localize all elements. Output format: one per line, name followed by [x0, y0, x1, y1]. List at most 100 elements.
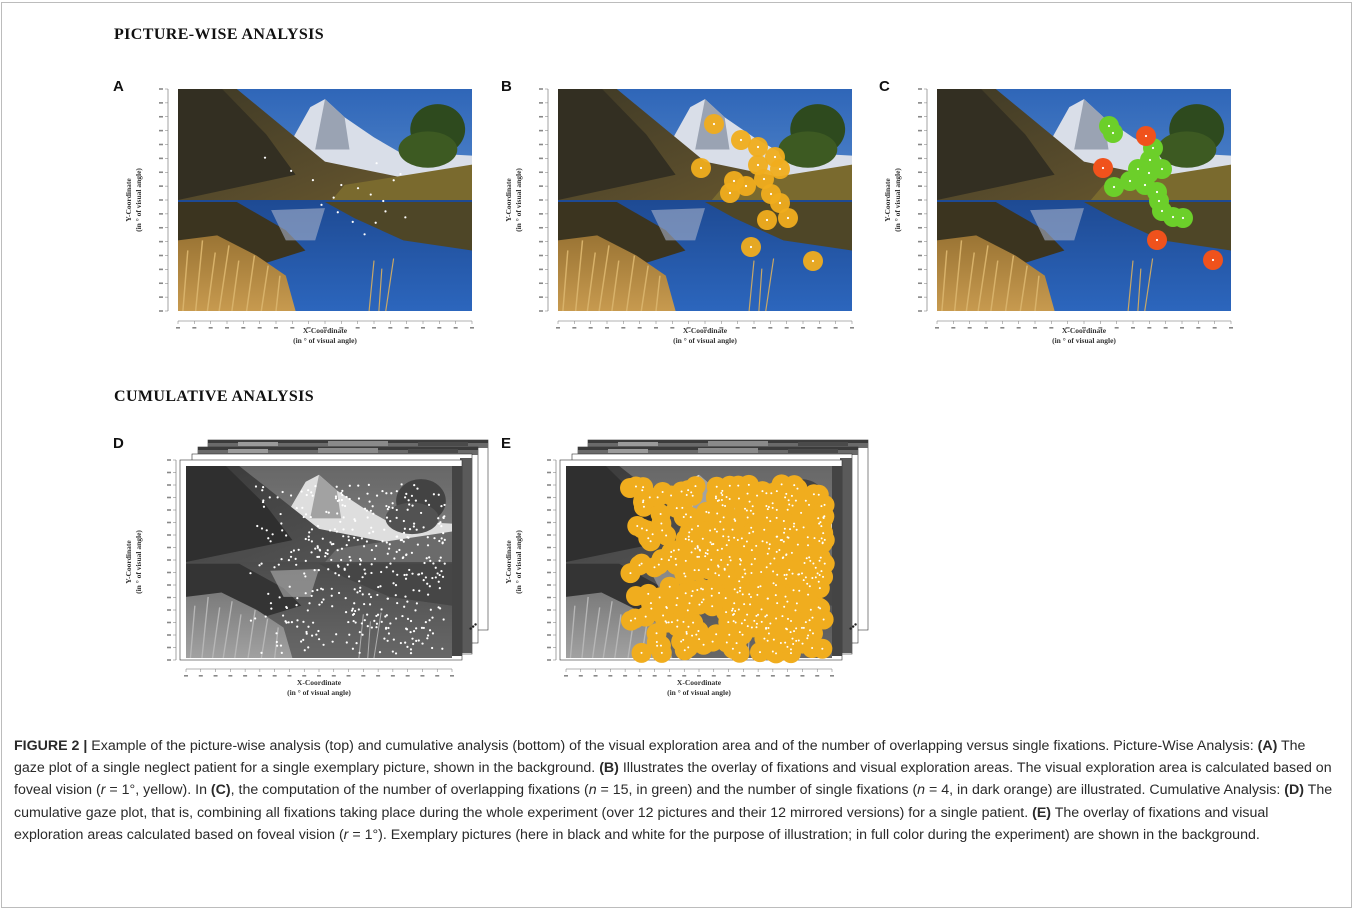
fixation-point — [303, 572, 306, 575]
fixation-point — [733, 602, 736, 605]
fixation-point — [321, 588, 324, 591]
fixation-point — [267, 537, 270, 540]
caption-symbol-r: r — [343, 826, 349, 843]
fixation-point — [421, 642, 424, 645]
fixation-point — [714, 497, 717, 500]
fixation-point — [710, 558, 713, 561]
fixation-point — [440, 537, 443, 540]
fixation-point — [733, 536, 736, 539]
fixation-point — [371, 505, 374, 508]
y-tick-mark — [539, 129, 543, 132]
fixation-point — [311, 589, 314, 593]
fixation-point — [665, 534, 668, 537]
x-tick-mark — [404, 327, 409, 329]
fixation-point — [385, 492, 388, 495]
y-tick-mark — [539, 157, 543, 160]
fixation-point — [426, 634, 430, 637]
x-tick-mark — [1163, 327, 1168, 329]
y-axis-unit: (in ° of visual angle) — [134, 168, 143, 232]
fixation-point — [384, 210, 387, 213]
x-tick-mark — [421, 327, 425, 329]
gaze-plot-panel-d: ••• X-Coordinate (in ° of visual angle) … — [124, 439, 489, 697]
fixation-point — [411, 504, 414, 507]
fixation-point — [793, 522, 796, 525]
fixation-point — [304, 537, 307, 541]
fixation-point — [789, 528, 792, 531]
fixation-point — [380, 620, 383, 623]
fixation-point — [304, 513, 308, 516]
fixation-point — [808, 503, 811, 506]
fixation-point — [352, 612, 356, 616]
fixation-point — [290, 169, 293, 172]
y-tick-mark — [547, 509, 551, 511]
fixation-point — [400, 538, 404, 542]
fixation-point — [728, 575, 731, 578]
fixation-point — [737, 608, 740, 611]
fixation-point — [363, 602, 366, 606]
fixation-point — [341, 489, 344, 492]
fixation-point — [337, 574, 341, 577]
fixation-point — [764, 615, 767, 618]
fixation-point — [315, 633, 318, 636]
fixation-point — [756, 593, 759, 596]
fixation-point — [439, 521, 442, 524]
x-axis-unit: (in ° of visual angle) — [293, 336, 357, 345]
x-tick-mark — [605, 327, 609, 329]
fixation-point — [690, 594, 693, 597]
fixation-point — [704, 555, 707, 558]
fixation-point — [411, 572, 414, 575]
fixation-point — [369, 193, 372, 196]
x-tick-mark — [1147, 327, 1152, 329]
fixation-point — [721, 493, 724, 496]
fixation-point — [296, 619, 299, 622]
y-tick-mark — [539, 226, 543, 229]
y-tick-mark — [167, 609, 171, 611]
x-tick-mark — [243, 675, 248, 677]
fixation-point — [715, 633, 718, 636]
fixation-point — [287, 559, 291, 562]
y-tick-mark — [547, 584, 551, 586]
x-tick-mark — [785, 675, 790, 677]
fixation-point — [331, 605, 334, 608]
fixation-point — [719, 520, 722, 523]
fixation-point — [660, 558, 663, 561]
x-tick-mark — [437, 327, 442, 329]
y-tick-mark — [167, 646, 171, 649]
y-tick-mark — [547, 484, 551, 486]
fixation-point — [802, 526, 805, 529]
fixation-point — [314, 484, 317, 488]
fixation-point — [694, 547, 697, 550]
fixation-point — [307, 625, 310, 628]
fixation-point — [737, 497, 740, 500]
fixation-point — [353, 536, 356, 539]
fixation-point — [305, 630, 308, 634]
fixation-point — [371, 530, 375, 533]
fixation-point — [787, 617, 790, 620]
fixation-point — [368, 500, 371, 503]
y-tick-mark — [918, 240, 922, 243]
cumulative-exploration-area-layer — [620, 474, 835, 664]
fixation-point — [791, 504, 794, 507]
fixation-point — [1151, 146, 1155, 150]
fixation-point — [788, 503, 791, 506]
fixation-point — [814, 576, 817, 579]
x-tick-mark — [800, 675, 805, 677]
fixation-point — [431, 632, 435, 635]
fixation-point — [793, 484, 796, 487]
fixation-point — [343, 504, 347, 508]
fixation-point — [391, 502, 394, 505]
fixation-point — [787, 536, 790, 539]
fixation-point — [363, 233, 366, 236]
fixation-point — [725, 611, 728, 614]
fixation-point — [786, 600, 789, 603]
fixation-point — [809, 608, 812, 611]
x-tick-mark — [290, 327, 295, 329]
fixation-point — [342, 535, 345, 538]
fixation-point — [728, 633, 731, 636]
fixation-point — [819, 607, 822, 610]
x-tick-mark — [833, 327, 838, 329]
y-tick-mark — [918, 226, 922, 229]
fixation-point — [804, 499, 807, 502]
fixation-point — [262, 505, 266, 508]
fixation-point — [755, 614, 758, 617]
